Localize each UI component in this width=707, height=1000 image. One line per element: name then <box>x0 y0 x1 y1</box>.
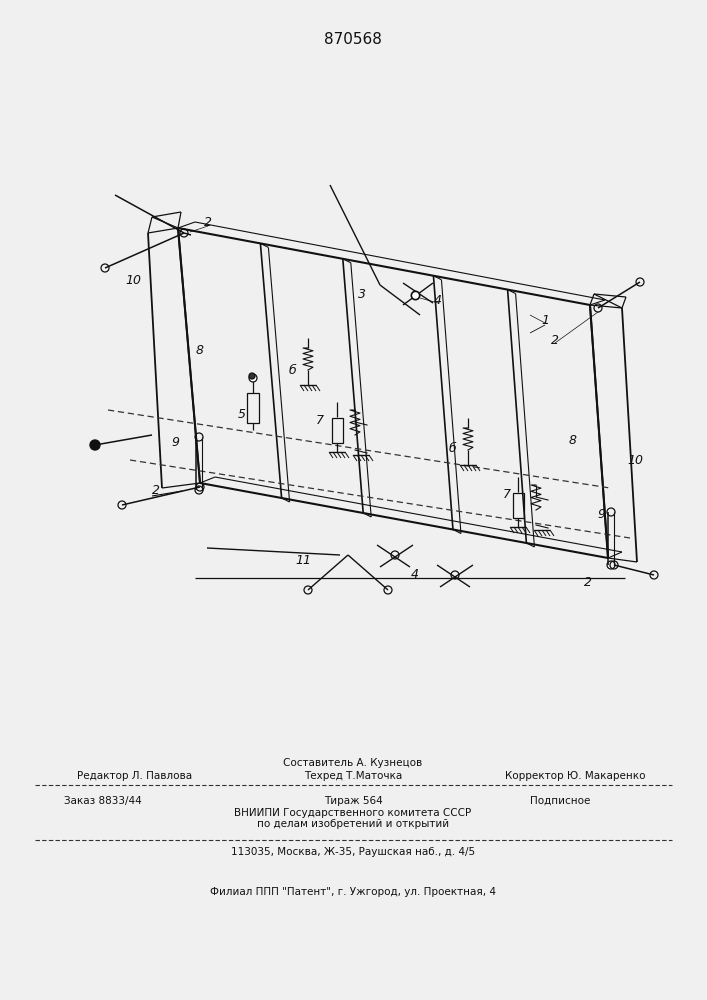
Text: Филиал ППП "Патент", г. Ужгород, ул. Проектная, 4: Филиал ППП "Патент", г. Ужгород, ул. Про… <box>210 887 496 897</box>
Text: 9: 9 <box>597 508 605 522</box>
Text: 8: 8 <box>196 344 204 357</box>
Text: Редактор Л. Павлова: Редактор Л. Павлова <box>78 771 192 781</box>
Text: 9: 9 <box>171 436 179 448</box>
Text: 4: 4 <box>411 568 419 582</box>
Text: 870568: 870568 <box>324 32 382 47</box>
Bar <box>247 393 259 423</box>
Text: 4: 4 <box>434 294 442 306</box>
Text: Подписное: Подписное <box>530 796 590 806</box>
Circle shape <box>249 373 255 379</box>
Text: 7: 7 <box>316 414 324 426</box>
Text: 11: 11 <box>295 554 311 566</box>
Circle shape <box>90 440 100 450</box>
Text: 2: 2 <box>551 334 559 347</box>
Text: 2: 2 <box>152 484 160 496</box>
Text: 8: 8 <box>569 434 577 446</box>
Text: Составитель А. Кузнецов: Составитель А. Кузнецов <box>284 758 423 768</box>
Text: б: б <box>448 442 456 454</box>
Bar <box>332 418 342 442</box>
Text: 113035, Москва, Ж-35, Раушская наб., д. 4/5: 113035, Москва, Ж-35, Раушская наб., д. … <box>231 847 475 857</box>
Circle shape <box>249 374 257 382</box>
Text: 7: 7 <box>503 488 511 500</box>
Text: 10: 10 <box>125 273 141 286</box>
Text: 2: 2 <box>584 576 592 589</box>
Text: ВНИИПИ Государственного комитета СССР: ВНИИПИ Государственного комитета СССР <box>235 808 472 818</box>
Text: 2: 2 <box>204 216 212 229</box>
Text: б: б <box>288 363 296 376</box>
Bar <box>513 492 523 518</box>
Text: по делам изобретений и открытий: по делам изобретений и открытий <box>257 819 449 829</box>
Text: 1: 1 <box>541 314 549 326</box>
Text: Техред Т.Маточка: Техред Т.Маточка <box>304 771 402 781</box>
Text: 10: 10 <box>627 454 643 466</box>
Text: Корректор Ю. Макаренко: Корректор Ю. Макаренко <box>505 771 645 781</box>
Text: Тираж 564: Тираж 564 <box>324 796 382 806</box>
Text: Заказ 8833/44: Заказ 8833/44 <box>64 796 142 806</box>
Text: 5: 5 <box>238 408 246 422</box>
Text: 3: 3 <box>358 288 366 302</box>
